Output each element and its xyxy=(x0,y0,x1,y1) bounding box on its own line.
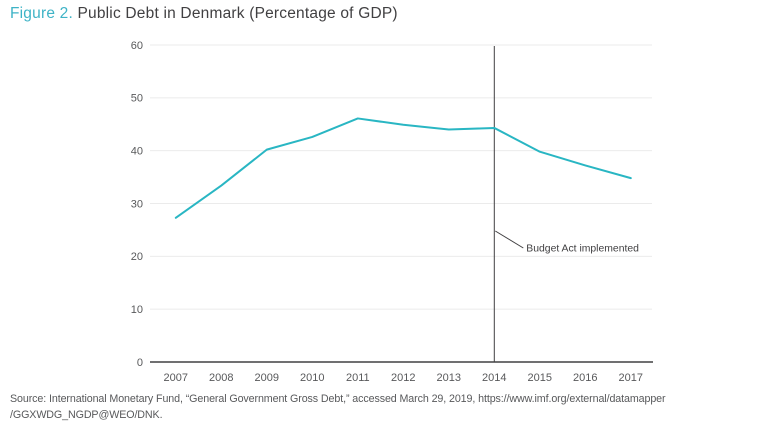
debt-line xyxy=(174,117,632,219)
figure-title: Figure 2. Public Debt in Denmark (Percen… xyxy=(10,5,398,23)
x-axis-label: 2009 xyxy=(255,372,279,384)
x-axis-label: 2016 xyxy=(573,372,597,384)
y-axis-label: 60 xyxy=(131,40,143,52)
y-axis-label: 0 xyxy=(137,357,143,369)
x-axis-label: 2017 xyxy=(619,372,643,384)
figure-title-text: Public Debt in Denmark (Percentage of GD… xyxy=(77,5,398,22)
x-axis-label: 2008 xyxy=(209,372,233,384)
x-axis-label: 2011 xyxy=(346,372,370,384)
y-axis-label: 40 xyxy=(131,145,143,157)
annotation-leader-line xyxy=(495,230,524,249)
y-axis-label: 30 xyxy=(131,198,143,210)
x-axis-label: 2012 xyxy=(391,372,415,384)
x-axis-label: 2013 xyxy=(437,372,461,384)
y-axis-label: 10 xyxy=(131,304,143,316)
x-axis-label: 2007 xyxy=(164,372,188,384)
y-axis-label: 50 xyxy=(131,93,143,105)
x-axis-label: 2015 xyxy=(528,372,552,384)
source-note-line-2: /GGXWDG_NGDP@WEO/DNK. xyxy=(10,408,163,421)
y-axis-label: 20 xyxy=(131,251,143,263)
source-note: Source: International Monetary Fund, “Ge… xyxy=(10,392,666,423)
annotation-label: Budget Act implemented xyxy=(526,244,639,255)
source-note-line-1: Source: International Monetary Fund, “Ge… xyxy=(10,393,666,405)
x-axis-label: 2010 xyxy=(300,372,324,384)
x-axis-label: 2014 xyxy=(482,372,506,384)
figure-number-label: Figure 2. xyxy=(10,5,73,22)
